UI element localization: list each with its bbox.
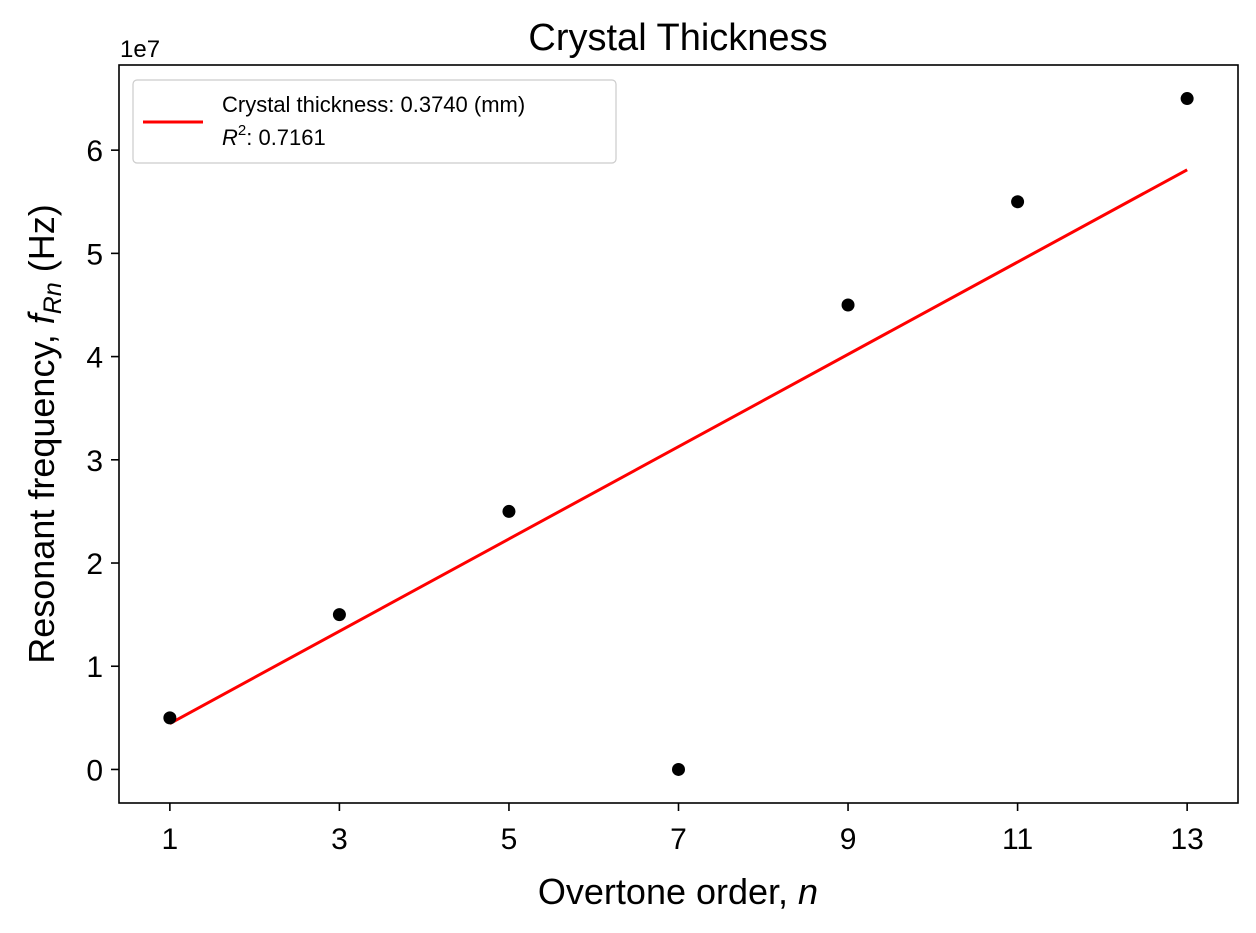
data-point [841, 298, 855, 312]
legend-label-thickness: Crystal thickness: 0.3740 (mm) [222, 92, 525, 117]
y-ticks: 0 1 2 3 4 5 6 [86, 135, 119, 787]
x-axis-title-prefix: Overtone order, [538, 871, 798, 912]
y-axis-title: Resonant frequency, fRn (Hz) [21, 204, 67, 664]
y-tick-label: 5 [86, 238, 103, 271]
legend-r2-rest: : 0.7161 [246, 125, 326, 150]
data-point [332, 608, 346, 622]
y-axis-title-prefix: Resonant frequency, [21, 324, 62, 664]
data-point [502, 504, 516, 518]
y-tick-label: 0 [86, 754, 103, 787]
chart-title: Crystal Thickness [528, 17, 827, 59]
y-offset-text: 1e7 [120, 36, 160, 63]
y-axis-title-sub: Rn [39, 282, 67, 314]
x-tick-label: 13 [1170, 823, 1203, 856]
data-point [1180, 92, 1194, 106]
x-tick-label: 1 [162, 823, 179, 856]
x-axis-title-var: n [798, 871, 818, 912]
plot-frame [118, 64, 1239, 804]
y-tick-label: 6 [86, 135, 103, 168]
x-tick-label: 7 [670, 823, 687, 856]
data-point [1011, 195, 1025, 209]
x-axis-title: Overtone order, n [538, 871, 818, 912]
x-tick-label: 5 [501, 823, 518, 856]
y-tick-label: 3 [86, 445, 103, 478]
x-tick-label: 9 [840, 823, 857, 856]
plot-layer [163, 92, 1194, 776]
legend-r2-sup: 2 [238, 122, 246, 139]
y-tick-label: 1 [86, 651, 103, 684]
legend-r2-var: R [222, 125, 238, 150]
fit-line [169, 168, 1188, 725]
y-tick-label: 4 [86, 342, 103, 375]
legend: Crystal thickness: 0.3740 (mm) R2: 0.716… [132, 79, 617, 164]
legend-box [132, 79, 617, 164]
y-axis-title-unit: (Hz) [21, 204, 62, 282]
x-ticks: 1 3 5 7 9 11 13 [162, 803, 1204, 856]
legend-label-r2: R2: 0.7161 [222, 122, 326, 150]
data-point [163, 711, 177, 725]
y-tick-label: 2 [86, 548, 103, 581]
data-point [672, 762, 685, 776]
x-tick-label: 11 [1002, 823, 1033, 856]
x-tick-label: 3 [331, 823, 348, 856]
